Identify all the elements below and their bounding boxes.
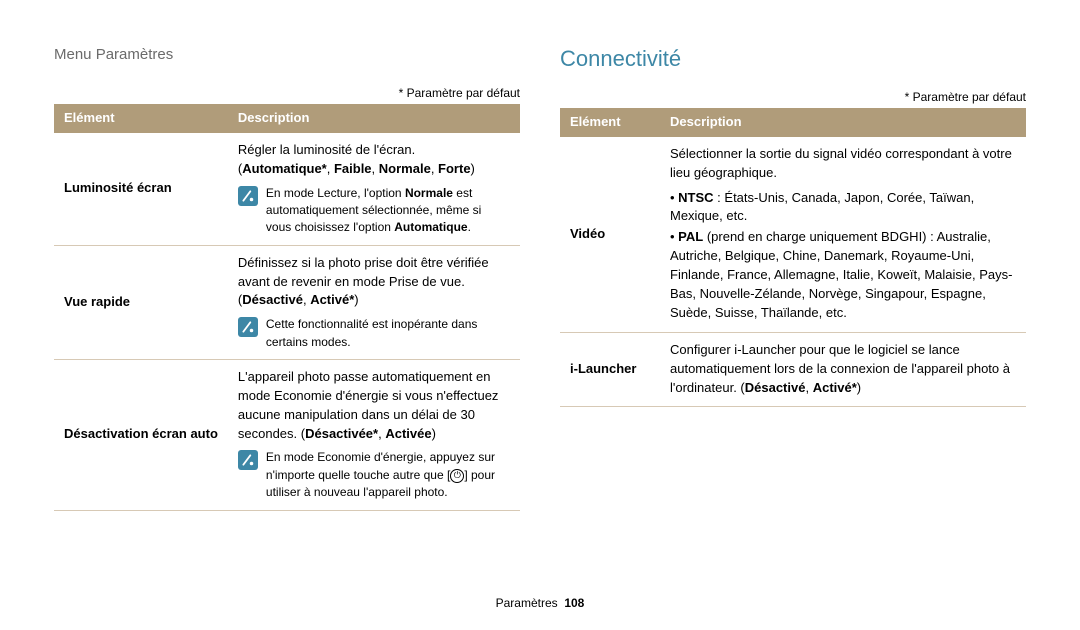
row-description: L'appareil photo passe automatiquement e… (228, 360, 520, 511)
params-table-left: Elément Description Luminosité écran Rég… (54, 104, 520, 511)
power-icon: ⏻ (450, 469, 464, 483)
row-description: Définissez si la photo prise doit être v… (228, 245, 520, 359)
footer-label: Paramètres (496, 596, 558, 610)
row-element: i-Launcher (560, 333, 660, 407)
default-note-right: * Paramètre par défaut (560, 90, 1026, 104)
table-row: i-Launcher Configurer i-Launcher pour qu… (560, 333, 1026, 407)
page-footer: Paramètres 108 (0, 596, 1080, 610)
row-element: Vidéo (560, 137, 660, 333)
note-text: En mode Economie d'énergie, appuyez sur … (266, 449, 510, 501)
breadcrumb: Menu Paramètres (54, 46, 173, 63)
note-icon (238, 317, 258, 337)
row-description: Sélectionner la sortie du signal vidéo c… (660, 137, 1026, 333)
note-text: En mode Lecture, l'option Normale est au… (266, 185, 510, 237)
row-element: Luminosité écran (54, 133, 228, 245)
note-icon (238, 450, 258, 470)
row-element: Vue rapide (54, 245, 228, 359)
footer-page: 108 (564, 596, 584, 610)
note-text: Cette fonctionnalité est inopérante dans… (266, 316, 510, 351)
table-row: Vue rapide Définissez si la photo prise … (54, 245, 520, 359)
row-description: Régler la luminosité de l'écran. (Automa… (228, 133, 520, 245)
table-row: Luminosité écran Régler la luminosité de… (54, 133, 520, 245)
section-title-connectivite: Connectivité (560, 46, 1026, 72)
note-icon (238, 186, 258, 206)
th-element: Elément (54, 104, 228, 133)
table-row: Vidéo Sélectionner la sortie du signal v… (560, 137, 1026, 333)
row-element: Désactivation écran auto (54, 360, 228, 511)
params-table-right: Elément Description Vidéo Sélectionner l… (560, 108, 1026, 407)
th-description: Description (228, 104, 520, 133)
th-element: Elément (560, 108, 660, 137)
th-description: Description (660, 108, 1026, 137)
default-note-left: * Paramètre par défaut (54, 86, 520, 100)
table-row: Désactivation écran auto L'appareil phot… (54, 360, 520, 511)
row-description: Configurer i-Launcher pour que le logici… (660, 333, 1026, 407)
